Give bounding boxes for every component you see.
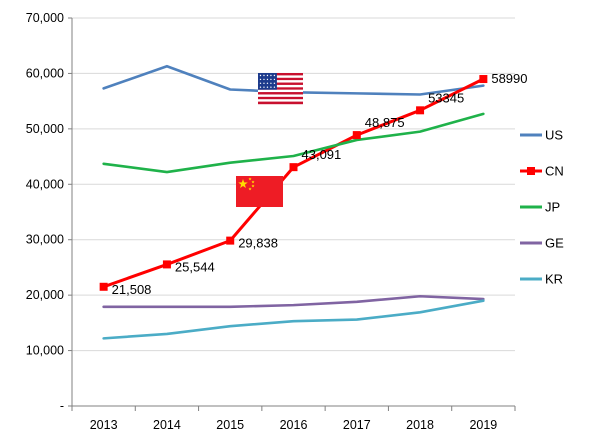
y-tick-label: 10,000	[26, 344, 64, 358]
gridlines	[72, 17, 515, 352]
data-labels: 21,508 25,544 29,838 43,091 48,875 53345 58990	[112, 71, 528, 297]
y-tick-label: -	[60, 399, 64, 413]
cn-data-label: 25,544	[175, 259, 215, 274]
legend-label-jp: JP	[545, 200, 560, 215]
legend-label-cn: CN	[545, 164, 564, 179]
series-line-jp	[102, 112, 485, 174]
cn-data-label: 29,838	[238, 236, 278, 251]
cn-data-point	[416, 106, 425, 115]
series-line-kr	[102, 299, 485, 340]
x-tick-label: 2014	[153, 418, 181, 432]
y-tick-label: 50,000	[26, 122, 64, 136]
x-tick-label: 2017	[343, 418, 371, 432]
cn-data-point	[162, 260, 171, 269]
legend-label-us: US	[545, 128, 563, 143]
cn-data-point	[479, 75, 488, 84]
x-tick-label: 2015	[216, 418, 244, 432]
cn-data-point	[352, 131, 361, 140]
cn-data-point	[99, 282, 108, 291]
legend-label-kr: KR	[545, 272, 563, 287]
axes: - 10,000 20,000 30,000 40,000 50,000 60,000 70,…	[26, 11, 516, 432]
x-tick-label: 2018	[406, 418, 434, 432]
china-flag-icon	[236, 176, 283, 207]
series-line-cn	[102, 77, 485, 289]
y-tick-label: 40,000	[26, 177, 64, 191]
legend: US CN JP GE KR	[520, 128, 564, 287]
cn-data-label: 21,508	[112, 282, 152, 297]
cn-data-label: 58990	[491, 71, 527, 86]
x-tick-label: 2013	[90, 418, 118, 432]
flag-annotations	[236, 73, 303, 207]
y-tick-label: 70,000	[26, 11, 64, 25]
x-tick-label: 2019	[469, 418, 497, 432]
legend-marker-cn	[527, 167, 535, 175]
series-lines	[99, 64, 488, 340]
us-flag-icon	[258, 73, 303, 105]
cn-data-label: 53345	[428, 90, 464, 105]
cn-data-point	[226, 236, 235, 245]
legend-label-ge: GE	[545, 236, 564, 251]
cn-data-point	[289, 163, 298, 172]
y-tick-label: 60,000	[26, 66, 64, 80]
y-tick-label: 30,000	[26, 233, 64, 247]
x-tick-label: 2016	[280, 418, 308, 432]
series-line-ge	[102, 294, 485, 309]
cn-data-label: 43,091	[302, 147, 342, 162]
y-tick-label: 20,000	[26, 288, 64, 302]
cn-data-label: 48,875	[365, 115, 405, 130]
